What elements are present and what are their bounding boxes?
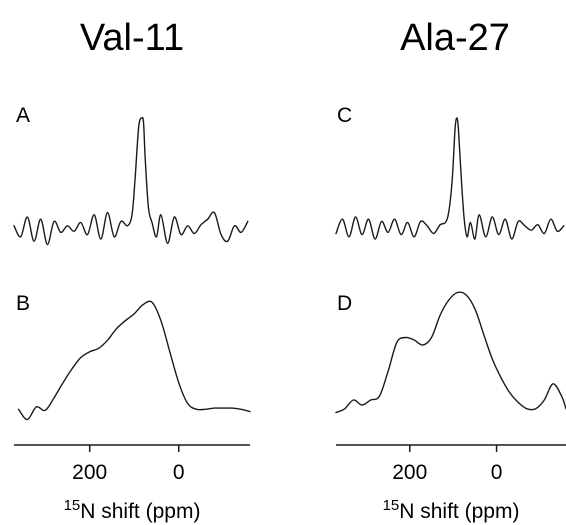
spectrum-trace xyxy=(13,116,249,246)
spectrum-trace xyxy=(17,300,251,421)
panel-c: Ala-27 C xyxy=(335,17,565,240)
panel-letter: A xyxy=(16,104,30,127)
x-axis-label-text: N shift (ppm) xyxy=(80,500,200,523)
panel-b: B 200 0 15N shift (ppm) xyxy=(14,292,251,523)
x-axis-label: 15N shift (ppm) xyxy=(64,497,201,523)
x-tick-label: 0 xyxy=(173,461,185,484)
x-tick-label: 200 xyxy=(392,461,427,484)
column-title-val-11: Val-11 xyxy=(80,17,184,59)
spectrum-trace xyxy=(335,117,565,240)
panel-letter: C xyxy=(337,104,352,127)
x-axis-label: 15N shift (ppm) xyxy=(383,497,520,523)
x-axis-label-isotope: 15 xyxy=(64,497,81,514)
panel-letter: D xyxy=(337,292,352,315)
panel-d: D 200 0 15N shift (ppm) xyxy=(335,291,566,523)
column-title-ala-27: Ala-27 xyxy=(400,17,510,59)
panel-letter: B xyxy=(16,292,30,315)
panel-a: Val-11 A xyxy=(13,17,249,246)
x-axis-label-isotope: 15 xyxy=(383,497,400,514)
x-tick-label: 200 xyxy=(72,461,107,484)
x-tick-label: 0 xyxy=(491,461,503,484)
spectrum-trace xyxy=(335,291,566,414)
x-axis-label-text: N shift (ppm) xyxy=(399,500,519,523)
